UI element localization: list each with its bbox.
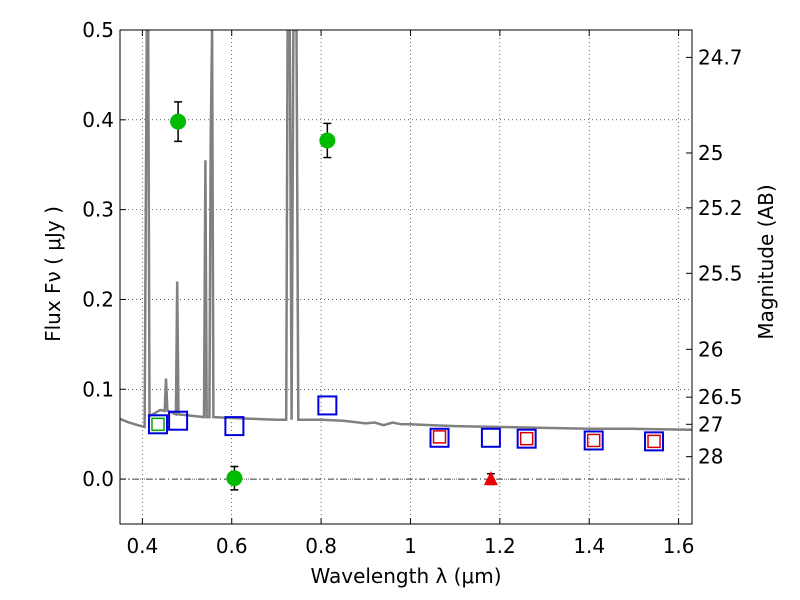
model-band-inner-point [432,430,447,444]
magnitude-tick-label: 28 [698,445,723,469]
flux-point [226,470,243,487]
flux-point [319,132,336,149]
spectrum-line [120,30,692,431]
model-band-point [317,395,338,416]
magnitude-tick-label: 25.5 [698,261,743,285]
x-tick-label: 0.4 [126,534,158,558]
plot-frame [119,29,693,525]
x-tick-label: 1 [404,534,417,558]
model-band-point [516,428,537,449]
magnitude-tick-label: 26.5 [698,385,743,409]
x-tick-label: 1.6 [663,534,695,558]
y-tick-label: 0.1 [82,377,114,401]
magnitude-tick-label: 25 [698,141,723,165]
magnitude-tick-label: 26 [698,337,723,361]
model-band-inner-point [519,431,534,446]
model-band-point [224,416,245,437]
model-band-inner-point [586,433,601,448]
x-tick-label: 0.6 [216,534,248,558]
model-band-point [429,427,450,448]
spectrum [120,30,692,431]
y-axis-title: Flux Fν ( μJy ) [41,206,65,342]
y-axis-right-title: Magnitude (AB) [754,184,778,339]
model-band-inner-point [151,417,165,432]
y-tick-label: 0.5 [82,18,114,42]
data-points [147,101,665,491]
model-band-point [480,427,501,448]
ticks: 0.4 0.6 0.8 1 1.2 1.4 1.6 0.0 0.1 0.2 0.3 0.4 0.5 24.… [82,18,742,558]
model-band-point [644,431,665,452]
x-tick-label: 1.2 [484,534,516,558]
y-tick-label: 0.3 [82,198,114,222]
model-band-point [147,414,168,435]
model-band-inner-point [647,434,661,449]
upper-limit-point [483,471,498,486]
flux-point [170,113,187,130]
y-tick-label: 0.4 [82,108,114,132]
x-axis-title: Wavelength λ (μm) [310,564,501,588]
x-tick-label: 1.4 [573,534,605,558]
magnitude-tick-label: 24.7 [698,45,743,69]
model-band-point [583,430,604,451]
magnitude-tick-label: 27 [698,412,723,436]
x-tick-label: 0.8 [305,534,337,558]
y-tick-label: 0.2 [82,287,114,311]
y-tick-label: 0.0 [82,467,114,491]
model-band-point [168,410,189,431]
magnitude-tick-label: 25.2 [698,196,743,220]
